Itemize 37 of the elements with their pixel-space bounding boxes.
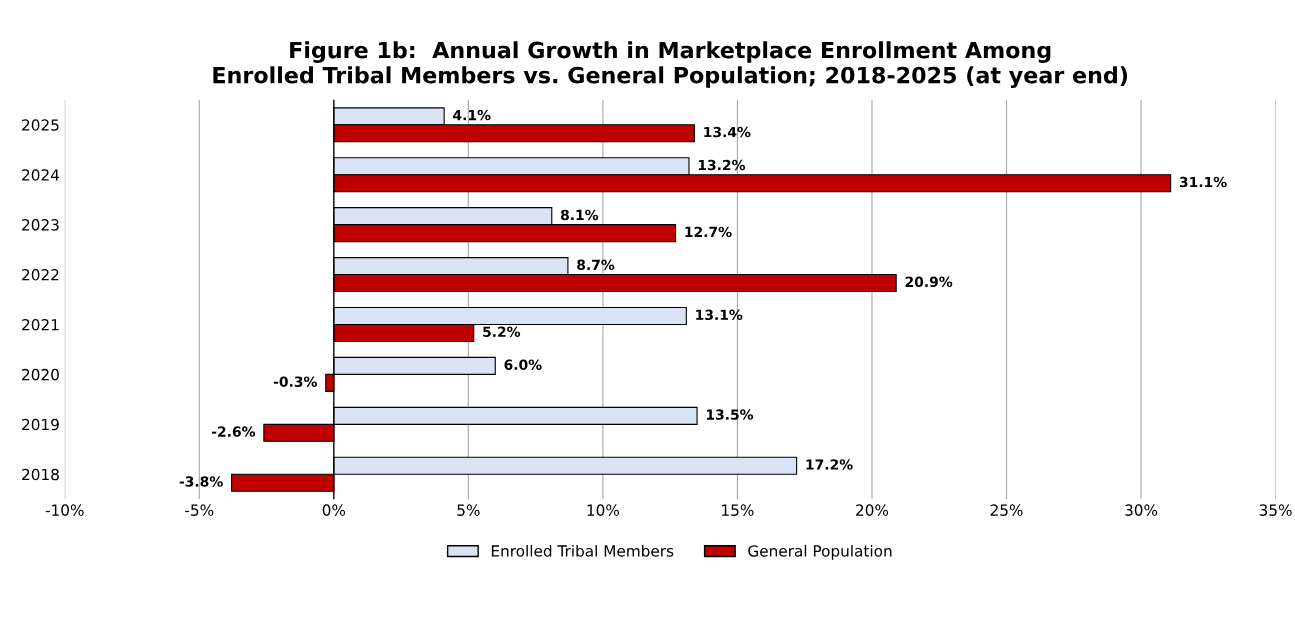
data-label: 13.5% bbox=[706, 409, 754, 420]
y-tick-label: 2019 bbox=[22, 418, 59, 431]
x-tick-label: 25% bbox=[990, 504, 1023, 516]
y-tick-label: 2025 bbox=[22, 119, 59, 131]
data-label: 12.7% bbox=[685, 226, 732, 238]
data-label: 13.2% bbox=[698, 159, 746, 171]
data-label: 13.1% bbox=[696, 309, 743, 321]
data-label: -3.8% bbox=[179, 476, 223, 487]
y-tick-label: 2023 bbox=[22, 219, 59, 231]
y-tick-label: 2024 bbox=[22, 169, 60, 181]
data-label: 13.4% bbox=[704, 126, 751, 138]
data-label: 6.0% bbox=[504, 359, 542, 370]
data-label: -0.3% bbox=[273, 376, 317, 387]
data-label: 8.1% bbox=[560, 209, 599, 221]
x-tick-label: 0% bbox=[322, 504, 346, 516]
x-tick-label: -5% bbox=[185, 504, 214, 516]
x-tick-label: 10% bbox=[587, 504, 620, 516]
legend-label: Enrolled Tribal Members bbox=[491, 544, 674, 557]
chart-title: Figure 1b: Annual Growth in Marketplace Enrollment Among Enrolled Tribal Members vs. General Population; 2018-2025 (at year end) bbox=[213, 41, 1128, 88]
x-tick-label: 5% bbox=[457, 504, 480, 516]
data-label: -2.6% bbox=[212, 426, 256, 437]
x-tick-label: -10% bbox=[45, 504, 84, 516]
y-tick-label: 2018 bbox=[22, 468, 59, 481]
y-tick-label: 2022 bbox=[22, 269, 59, 281]
data-label: 5.2% bbox=[483, 326, 521, 337]
x-tick-label: 15% bbox=[722, 504, 754, 516]
y-tick-label: 2021 bbox=[22, 318, 59, 331]
y-tick-label: 2020 bbox=[22, 368, 59, 381]
x-tick-label: 35% bbox=[1259, 504, 1292, 516]
data-label: 8.7% bbox=[577, 259, 615, 271]
data-label: 31.1% bbox=[1179, 176, 1227, 188]
data-label: 20.9% bbox=[905, 276, 953, 288]
data-label: 17.2% bbox=[806, 459, 853, 470]
x-tick-label: 30% bbox=[1125, 504, 1158, 516]
x-tick-label: 20% bbox=[856, 504, 889, 516]
data-label: 4.1% bbox=[453, 109, 491, 121]
legend-label: General Population bbox=[748, 544, 892, 560]
